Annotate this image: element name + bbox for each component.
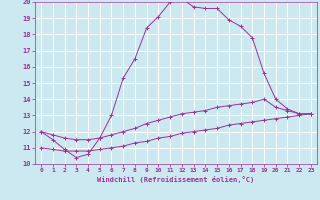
X-axis label: Windchill (Refroidissement éolien,°C): Windchill (Refroidissement éolien,°C) [97, 176, 255, 183]
